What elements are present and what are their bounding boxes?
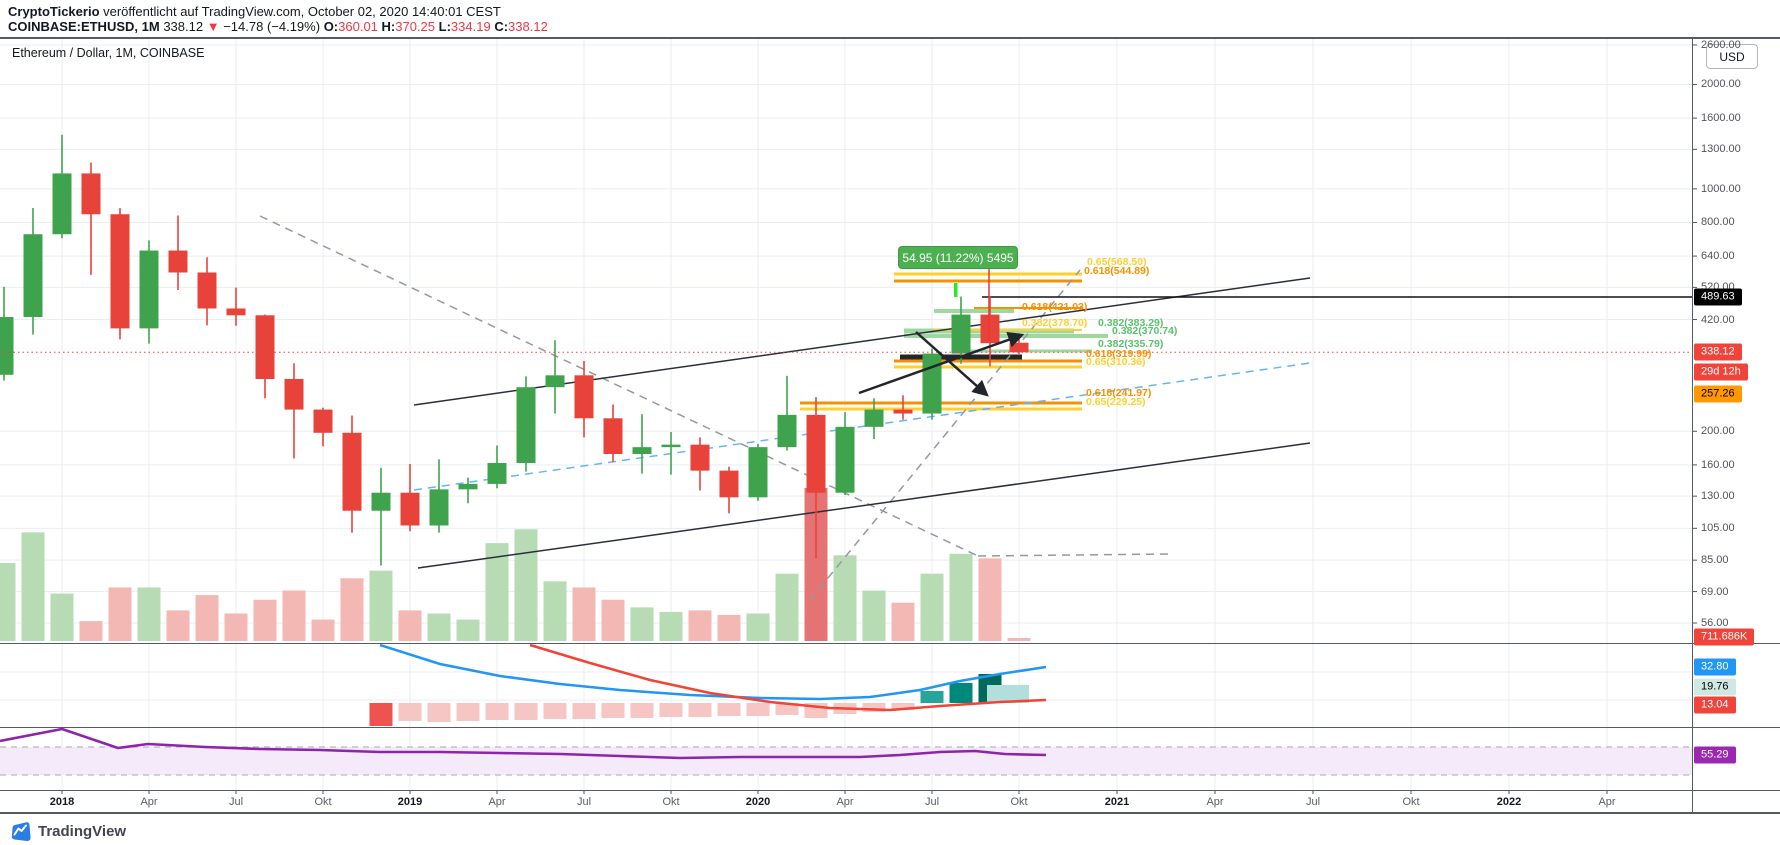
pane1-separator[interactable] [0, 643, 1780, 644]
price-change: −14.78 (−4.19%) [223, 19, 321, 34]
tradingview-logo[interactable]: TradingView [10, 820, 126, 842]
measure-tool-badge: 54.95 (11.22%) 5495 [898, 246, 1018, 269]
time-axis-label: Jul [228, 796, 244, 808]
price-badge: 19.76 [1694, 678, 1736, 696]
time-axis-label: 2019 [397, 796, 423, 808]
tradingview-logo-icon [11, 822, 31, 841]
time-axis-label: 2022 [1496, 796, 1522, 808]
price-tick-label: 200.00 [1701, 425, 1735, 438]
chart-legend-title[interactable]: Ethereum / Dollar, 1M, COINBASE [12, 46, 205, 60]
fib-level-label: 0.618(544.89) [1084, 265, 1150, 277]
time-axis-label: Jul [576, 796, 592, 808]
last-price: 338.12 [163, 19, 204, 34]
down-arrow-icon: ▼ [206, 19, 220, 34]
open-label: O: [323, 19, 339, 34]
high-label: H: [381, 19, 396, 34]
price-tick-label: 1000.00 [1701, 182, 1741, 195]
time-axis-label: Okt [662, 796, 680, 808]
fib-level-label: 0.65(310.36) [1086, 356, 1146, 368]
price-badge: 257.26 [1694, 385, 1742, 403]
currency-toggle-button[interactable]: USD [1706, 44, 1758, 69]
price-badge: 55.29 [1694, 746, 1736, 764]
chart-top-border [0, 37, 1780, 39]
time-axis-label: Okt [1402, 796, 1420, 808]
time-axis-label: Okt [314, 796, 332, 808]
fib-level-label: 0.382(370.74) [1112, 325, 1178, 337]
price-badge: 489.63 [1694, 288, 1742, 306]
tradingview-logo-text: TradingView [38, 822, 127, 840]
price-tick-label: 130.00 [1701, 490, 1735, 503]
time-axis-label: Apr [140, 796, 158, 808]
price-tick-label: 1300.00 [1701, 143, 1741, 156]
price-tick-label: 69.00 [1701, 585, 1729, 598]
open-value: 360.01 [338, 19, 378, 34]
price-tick-label: 420.00 [1701, 313, 1735, 326]
price-tick-label: 56.00 [1701, 617, 1729, 629]
price-badge: 711.686K [1694, 628, 1755, 646]
price-badge: 32.80 [1694, 658, 1736, 676]
price-tick-label: 160.00 [1701, 458, 1735, 471]
close-value: 338.12 [508, 19, 548, 34]
price-axis-border [1692, 37, 1693, 812]
time-axis-label: 2020 [745, 796, 771, 808]
price-tick-label: 85.00 [1701, 554, 1729, 567]
fib-level-label: 0.618(241.97) [1086, 387, 1152, 399]
price-badge: 29d 12h [1694, 363, 1748, 381]
low-value: 334.19 [450, 19, 491, 34]
price-tick-label: 2600.00 [1701, 38, 1741, 51]
price-badge: 13.04 [1694, 696, 1736, 714]
chart-bottom-border [0, 812, 1780, 814]
fib-level-label: 0.382(383.29) [1098, 317, 1164, 329]
publish-line: CryptoTickerio veröffentlicht auf Tradin… [8, 4, 501, 19]
high-value: 370.25 [395, 19, 436, 34]
symbol-line: COINBASE:ETHUSD, 1M 338.12 ▼ −14.78 (−4.… [8, 19, 548, 34]
price-tick-label: 800.00 [1701, 216, 1735, 229]
price-tick-label: 105.00 [1701, 522, 1735, 535]
pane2-separator[interactable] [0, 727, 1780, 728]
time-axis-label: Okt [1010, 796, 1028, 808]
time-axis-label: Apr [836, 796, 854, 808]
time-axis-label: Apr [1598, 796, 1616, 808]
fib-level-label: 0.65(568.50) [1087, 256, 1147, 268]
time-axis-label: 2021 [1104, 796, 1130, 808]
time-axis-label: 2018 [49, 796, 75, 808]
publish-info: veröffentlicht auf TradingView.com, Octo… [99, 4, 501, 19]
author-name: CryptoTickerio [8, 4, 100, 19]
fib-level-label: 0.618(421.03) [1022, 301, 1088, 313]
time-axis-label: Jul [1305, 796, 1321, 808]
price-tick-label: 640.00 [1701, 250, 1735, 263]
price-tick-label: 2000.00 [1701, 78, 1741, 91]
fib-level-label: 0.65(229.25) [1086, 396, 1146, 408]
time-axis-label: Apr [488, 796, 506, 808]
close-label: C: [494, 19, 509, 34]
time-axis-border [0, 790, 1780, 791]
time-axis-label: Apr [1206, 796, 1224, 808]
price-tick-label: 1600.00 [1701, 112, 1741, 125]
fib-level-label: 0.382(378.70) [1022, 317, 1088, 329]
fib-level-label: 0.382(335.79) [1098, 338, 1164, 350]
low-label: L: [438, 19, 451, 34]
fib-level-label: 0.618(319.99) [1086, 348, 1152, 360]
price-badge: 338.12 [1694, 343, 1742, 361]
time-axis-label: Jul [924, 796, 940, 808]
symbol-name: COINBASE:ETHUSD, 1M [8, 19, 160, 34]
